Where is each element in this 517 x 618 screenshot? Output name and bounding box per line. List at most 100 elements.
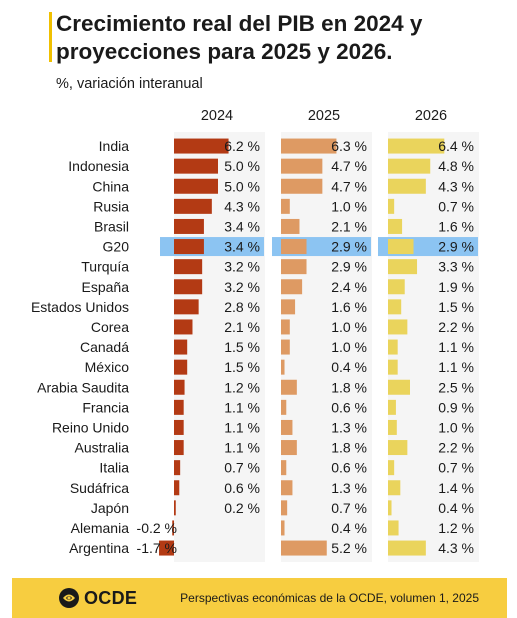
- bar-2026-sudafrica: [388, 480, 401, 496]
- bar-2025-australia: [281, 440, 297, 456]
- bar-2024-rusia: [174, 198, 212, 214]
- title-accent-bar: [49, 12, 52, 62]
- bar-2024-corea: [174, 319, 193, 335]
- bar-2025-francia: [281, 399, 287, 415]
- value-label-2024-reino-unido: 1.1 %: [224, 419, 260, 435]
- category-label-alemania: Alemania: [71, 520, 130, 536]
- bar-2025-sudafrica: [281, 480, 293, 496]
- chart-title: Crecimiento real del PIB en 2024 y proye…: [56, 11, 423, 64]
- bar-2024-estados-unidos: [174, 299, 199, 315]
- value-label-2025-reino-unido: 1.3 %: [331, 419, 367, 435]
- category-label-mexico: México: [85, 359, 130, 375]
- value-label-2025-brasil: 2.1 %: [331, 218, 367, 234]
- bar-2025-india: [281, 138, 337, 154]
- value-label-2026-china: 4.3 %: [438, 178, 474, 194]
- value-label-2024-francia: 1.1 %: [224, 399, 260, 415]
- category-label-china: China: [92, 178, 129, 194]
- value-label-2026-espana: 1.9 %: [438, 279, 474, 295]
- value-label-2025-alemania: 0.4 %: [331, 520, 367, 536]
- bar-2024-indonesia: [174, 158, 218, 174]
- category-label-japon: Japón: [91, 500, 129, 516]
- value-label-2025-australia: 1.8 %: [331, 440, 367, 456]
- value-label-2026-japon: 0.4 %: [438, 500, 474, 516]
- value-label-2025-estados-unidos: 1.6 %: [331, 299, 367, 315]
- category-label-india: India: [99, 138, 130, 154]
- value-label-2026-mexico: 1.1 %: [438, 359, 474, 375]
- bar-2025-indonesia: [281, 158, 323, 174]
- bar-2024-mexico: [174, 359, 188, 375]
- bar-2024-argentina: [159, 540, 174, 556]
- category-label-espana: España: [82, 279, 130, 295]
- bar-2025-turquia: [281, 259, 307, 275]
- value-label-2024-alemania: -0.2 %: [137, 520, 177, 536]
- value-label-2024-argentina: -1.7 %: [137, 540, 177, 556]
- category-label-reino-unido: Reino Unido: [52, 419, 129, 435]
- category-label-canada: Canadá: [80, 339, 129, 355]
- value-label-2024-china: 5.0 %: [224, 178, 260, 194]
- value-label-2024-arabia-saudita: 1.2 %: [224, 379, 260, 395]
- value-label-2026-arabia-saudita: 2.5 %: [438, 379, 474, 395]
- value-label-2024-italia: 0.7 %: [224, 460, 260, 476]
- value-label-2025-china: 4.7 %: [331, 178, 367, 194]
- bar-2024-alemania: [172, 520, 174, 536]
- category-label-rusia: Rusia: [93, 198, 129, 214]
- column-background-2026: [388, 132, 479, 562]
- bar-2025-estados-unidos: [281, 299, 296, 315]
- bar-2026-corea: [388, 319, 408, 335]
- value-label-2025-sudafrica: 1.3 %: [331, 480, 367, 496]
- bar-2026-australia: [388, 440, 408, 456]
- value-label-2024-estados-unidos: 2.8 %: [224, 299, 260, 315]
- bar-2026-espana: [388, 279, 405, 295]
- bar-2026-arabia-saudita: [388, 379, 410, 395]
- category-label-corea: Corea: [91, 319, 129, 335]
- bar-2026-brasil: [388, 218, 403, 234]
- value-label-2025-arabia-saudita: 1.8 %: [331, 379, 367, 395]
- value-label-2025-francia: 0.6 %: [331, 399, 367, 415]
- bar-2026-g20: [388, 239, 414, 255]
- category-label-arabia-saudita: Arabia Saudita: [37, 379, 129, 395]
- bar-2025-espana: [281, 279, 303, 295]
- category-label-indonesia: Indonesia: [68, 158, 129, 174]
- column-background-2025: [281, 132, 372, 562]
- bar-2025-argentina: [281, 540, 327, 556]
- value-label-2026-francia: 0.9 %: [438, 399, 474, 415]
- value-label-2025-canada: 1.0 %: [331, 339, 367, 355]
- footer-bar: OCDE Perspectivas económicas de la OCDE,…: [12, 578, 507, 618]
- category-label-brasil: Brasil: [94, 218, 129, 234]
- bar-2025-reino-unido: [281, 419, 293, 435]
- value-label-2024-mexico: 1.5 %: [224, 359, 260, 375]
- bar-2026-argentina: [388, 540, 426, 556]
- bar-2024-italia: [174, 460, 181, 476]
- bar-2026-reino-unido: [388, 419, 397, 435]
- bar-2026-canada: [388, 339, 398, 355]
- value-label-2024-turquia: 3.2 %: [224, 259, 260, 275]
- value-label-2024-india: 6.2 %: [224, 138, 260, 154]
- bar-2025-china: [281, 178, 323, 194]
- bar-2026-mexico: [388, 359, 398, 375]
- bar-2024-espana: [174, 279, 203, 295]
- value-label-2026-brasil: 1.6 %: [438, 218, 474, 234]
- value-label-2024-canada: 1.5 %: [224, 339, 260, 355]
- bar-2025-italia: [281, 460, 287, 476]
- column-header-2026: 2026: [414, 108, 448, 124]
- value-label-2024-g20: 3.4 %: [224, 239, 260, 255]
- column-header-2024: 2024: [200, 108, 234, 124]
- bar-2025-rusia: [281, 198, 290, 214]
- value-label-2026-australia: 2.2 %: [438, 440, 474, 456]
- bar-2024-canada: [174, 339, 188, 355]
- value-label-2025-japon: 0.7 %: [331, 500, 367, 516]
- category-label-francia: Francia: [82, 399, 129, 415]
- value-label-2025-india: 6.3 %: [331, 138, 367, 154]
- bar-2024-china: [174, 178, 218, 194]
- bar-2026-alemania: [388, 520, 399, 536]
- value-label-2026-estados-unidos: 1.5 %: [438, 299, 474, 315]
- bar-2024-japon: [174, 500, 176, 516]
- value-label-2025-mexico: 0.4 %: [331, 359, 367, 375]
- value-label-2024-indonesia: 5.0 %: [224, 158, 260, 174]
- value-label-2026-rusia: 0.7 %: [438, 198, 474, 214]
- bar-2026-china: [388, 178, 426, 194]
- value-label-2026-turquia: 3.3 %: [438, 259, 474, 275]
- bar-2025-arabia-saudita: [281, 379, 297, 395]
- value-label-2026-corea: 2.2 %: [438, 319, 474, 335]
- bar-2024-g20: [174, 239, 204, 255]
